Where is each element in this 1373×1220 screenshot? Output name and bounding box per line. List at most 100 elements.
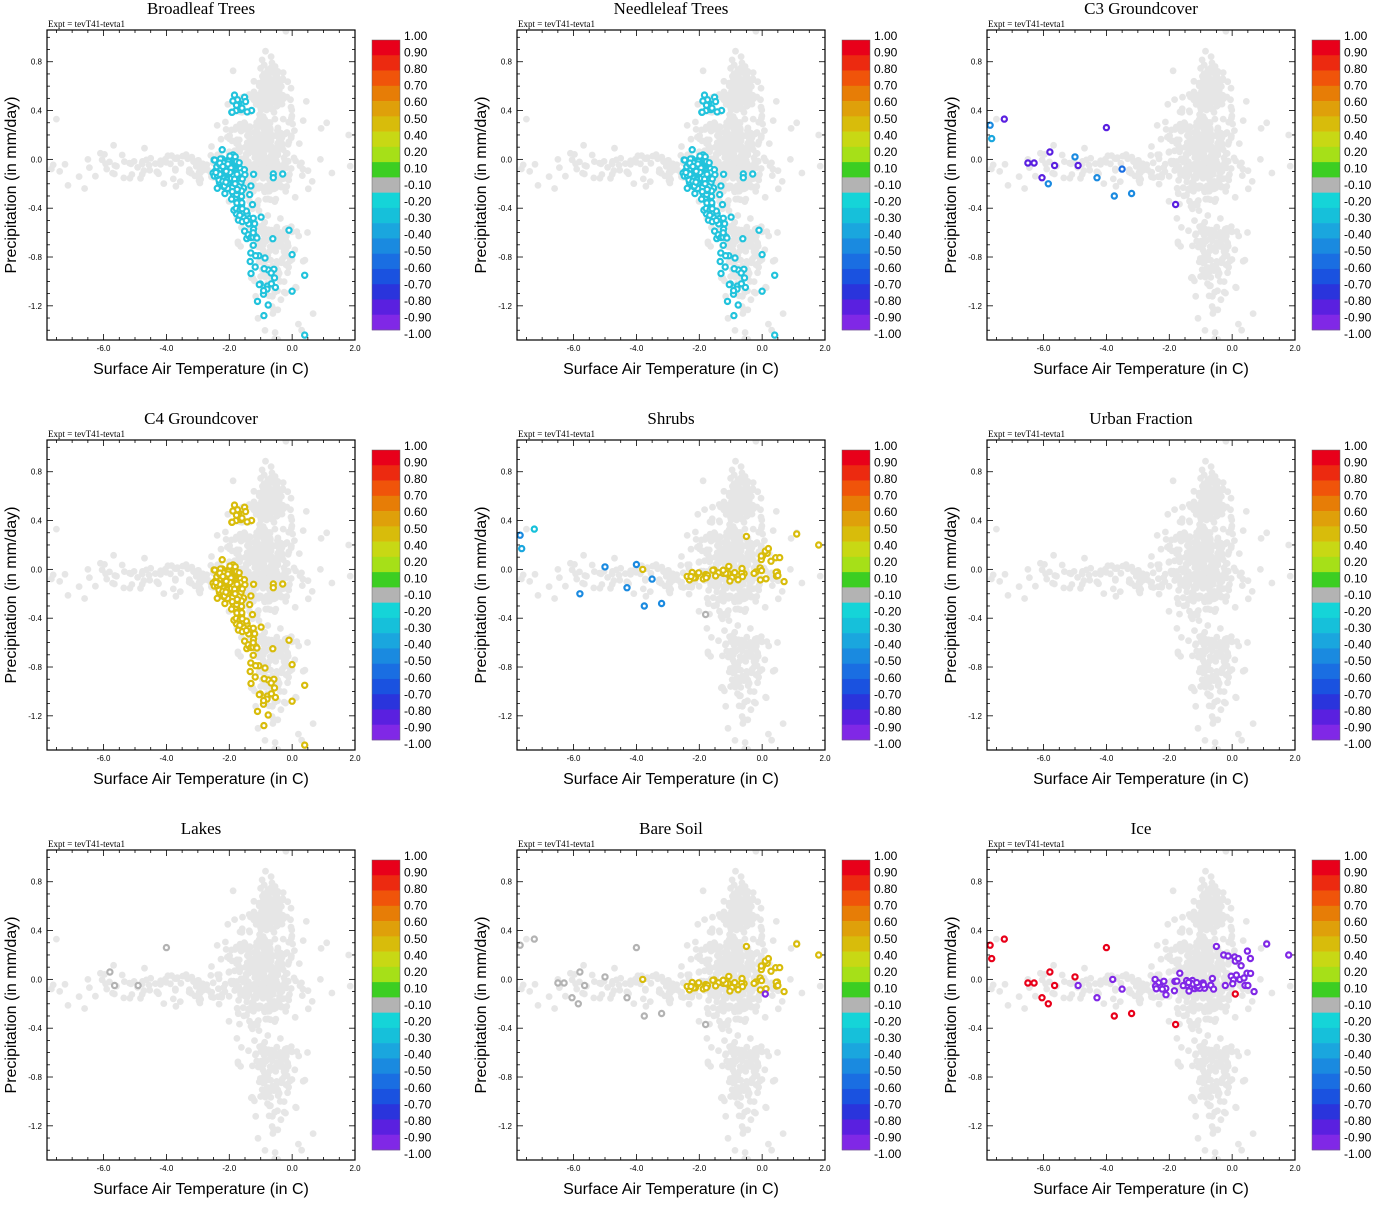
background-point: [1223, 28, 1230, 35]
background-point: [670, 167, 677, 174]
background-point: [1187, 184, 1194, 191]
background-point: [712, 120, 719, 127]
background-point: [305, 167, 312, 174]
background-point: [694, 511, 701, 518]
colorbar-swatch: [1312, 86, 1340, 102]
background-point: [709, 515, 716, 522]
background-point: [131, 568, 138, 575]
colorbar-swatch: [372, 481, 400, 497]
background-point: [103, 166, 110, 173]
background-point: [748, 586, 755, 593]
background-point: [85, 156, 92, 163]
data-point: [229, 197, 234, 202]
background-point: [707, 243, 714, 250]
data-point: [266, 302, 271, 307]
background-point: [65, 182, 72, 189]
background-point: [1206, 98, 1213, 105]
background-point: [744, 593, 751, 600]
background-point: [753, 28, 760, 35]
background-point: [766, 140, 773, 147]
x-axis-label: Surface Air Temperature (in C): [563, 361, 779, 378]
background-point: [274, 71, 281, 78]
background-point: [261, 73, 268, 80]
background-point: [309, 588, 316, 595]
colorbar-label: 0.70: [404, 79, 428, 93]
colorbar-swatch: [1312, 269, 1340, 285]
background-point: [276, 138, 283, 145]
background-point: [664, 157, 671, 164]
data-point: [237, 160, 242, 165]
data-point: [248, 259, 253, 264]
background-point: [736, 98, 743, 105]
data-point: [721, 230, 726, 235]
background-point: [793, 119, 800, 126]
background-point: [724, 130, 731, 137]
background-point: [1228, 104, 1235, 111]
background-point: [734, 136, 741, 143]
background-point: [263, 647, 270, 654]
background-point: [1196, 223, 1203, 230]
data-point: [230, 98, 235, 103]
background-point: [56, 578, 63, 585]
x-tick-label: -6.0: [567, 344, 581, 353]
background-point: [1202, 48, 1209, 55]
background-point: [268, 53, 275, 60]
background-point: [1186, 198, 1193, 205]
background-point: [736, 489, 743, 496]
colorbar-swatch: [1312, 101, 1340, 117]
colorbar-label: 0.50: [404, 112, 428, 126]
background-point: [765, 321, 772, 328]
background-point: [1220, 131, 1227, 138]
background-point: [222, 119, 229, 126]
background-point: [1269, 170, 1276, 177]
y-axis-label: Precipitation (in mm/day): [943, 97, 960, 274]
background-point: [317, 156, 324, 163]
background-point: [254, 130, 261, 137]
background-point: [1231, 127, 1238, 134]
data-point: [1129, 191, 1134, 196]
background-point: [1224, 78, 1231, 85]
background-point: [993, 116, 1000, 123]
background-point: [1193, 183, 1200, 190]
background-point: [76, 173, 83, 180]
data-point: [699, 197, 704, 202]
background-point: [200, 577, 207, 584]
colorbar-label: 0.80: [874, 62, 898, 76]
colorbar-label: -0.60: [874, 261, 902, 275]
background-point: [775, 185, 782, 192]
data-point: [1002, 117, 1007, 122]
background-point: [750, 131, 757, 138]
background-point: [139, 161, 146, 168]
data-point: [721, 216, 726, 221]
colorbar-label: -0.20: [404, 195, 432, 209]
colorbar-label: 0.40: [1344, 128, 1368, 142]
colorbar-swatch: [372, 177, 400, 193]
colorbar-label: -0.70: [404, 277, 432, 291]
background-point: [1214, 183, 1221, 190]
colorbar-label: -0.80: [404, 704, 432, 718]
data-point: [262, 665, 267, 670]
data-point: [245, 519, 250, 524]
colorbar-label: -0.40: [874, 228, 902, 242]
background-point: [746, 79, 753, 86]
colorbar-swatch: [372, 465, 400, 481]
background-point: [640, 176, 647, 183]
background-point: [658, 170, 665, 177]
background-point: [779, 178, 786, 185]
background-point: [523, 116, 530, 123]
background-point: [1285, 132, 1292, 139]
data-point: [248, 681, 253, 686]
background-point: [1108, 152, 1115, 159]
background-point: [277, 241, 284, 248]
background-point: [1183, 164, 1190, 171]
background-point: [779, 588, 786, 595]
chart-title: Broadleaf Trees: [147, 0, 255, 18]
background-point: [742, 158, 749, 165]
background-point: [710, 594, 717, 601]
data-point: [713, 99, 718, 104]
background-point: [725, 608, 732, 615]
data-point: [248, 250, 253, 255]
data-point: [248, 593, 253, 598]
background-point: [708, 634, 715, 641]
background-point: [288, 495, 295, 502]
